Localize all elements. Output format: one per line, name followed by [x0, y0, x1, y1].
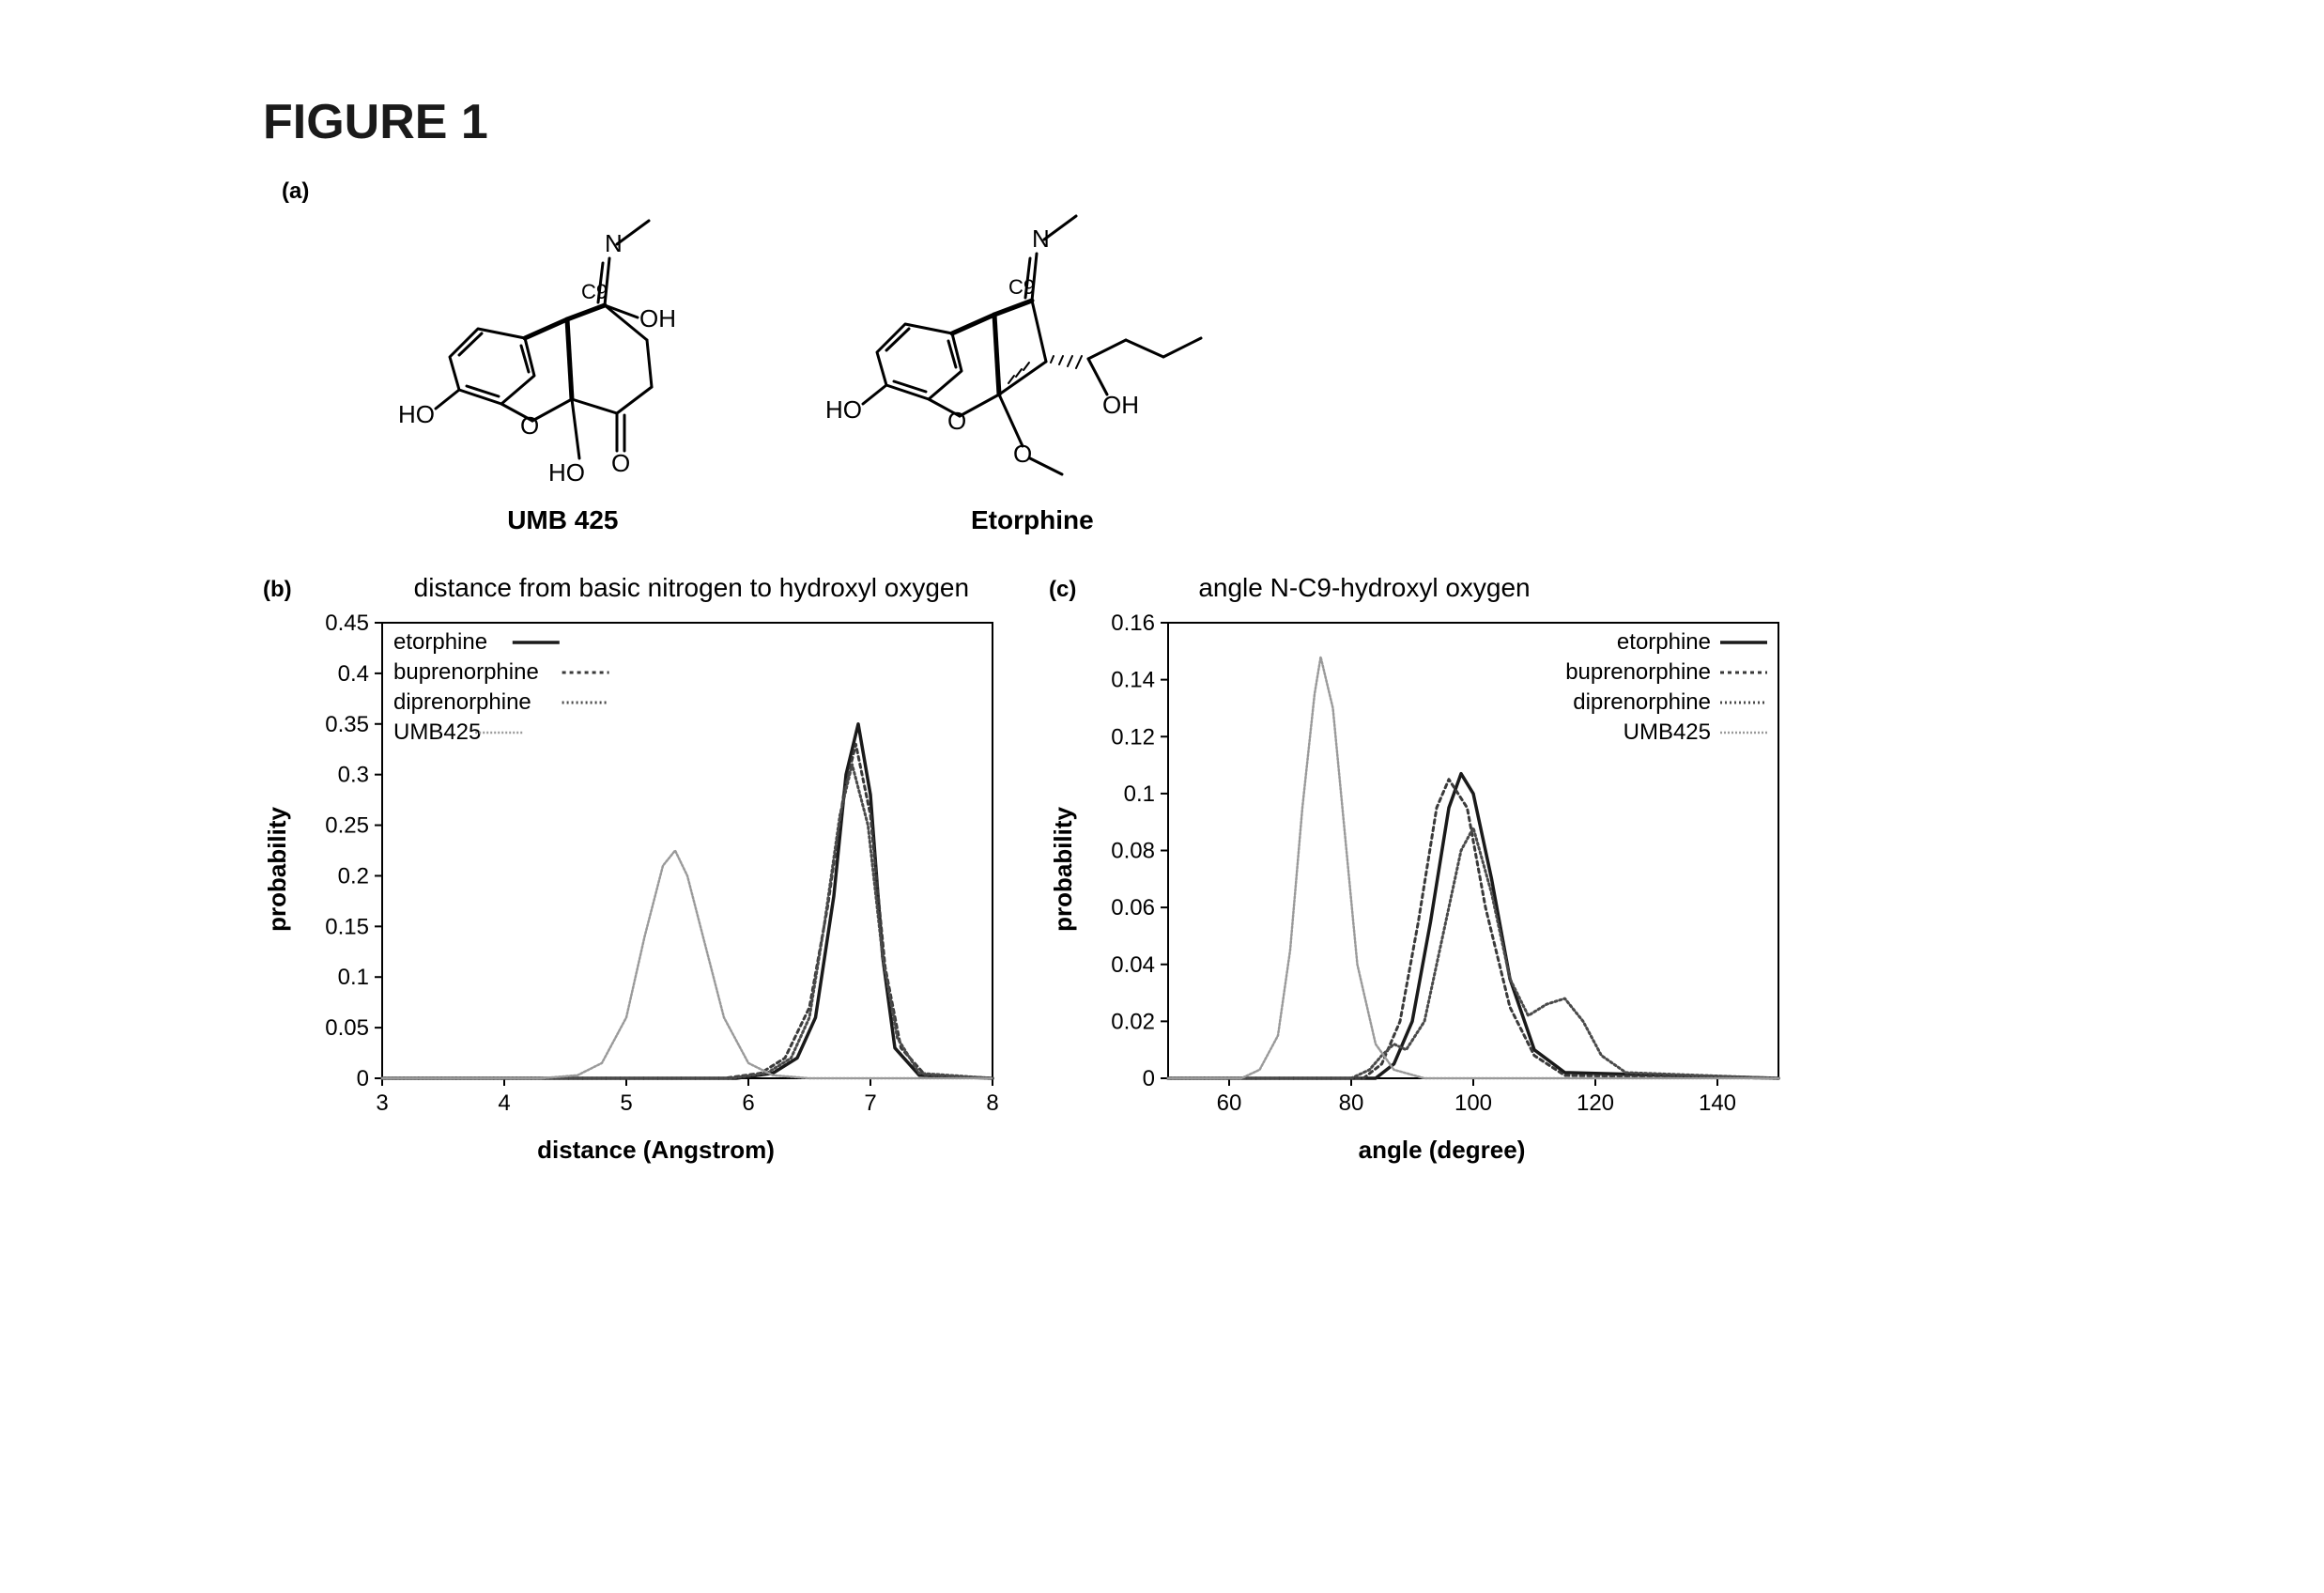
n-label: N	[605, 229, 623, 257]
svg-text:80: 80	[1339, 1090, 1364, 1116]
svg-text:buprenorphine: buprenorphine	[1565, 659, 1711, 685]
etorphine-name: Etorphine	[971, 505, 1094, 535]
svg-text:3: 3	[376, 1090, 388, 1116]
panel-b-label: (b)	[263, 577, 292, 603]
svg-text:diprenorphine: diprenorphine	[1573, 689, 1711, 715]
svg-text:etorphine: etorphine	[1617, 629, 1711, 655]
chemical-structures: N C9 OH HO O O HO UMB 425	[393, 178, 1239, 535]
svg-text:60: 60	[1217, 1090, 1242, 1116]
panel-b-ylabel: probability	[263, 807, 292, 932]
ho-label-2: HO	[548, 458, 585, 487]
svg-text:100: 100	[1454, 1090, 1492, 1116]
svg-text:0: 0	[1143, 1066, 1155, 1091]
svg-text:0.1: 0.1	[1124, 781, 1155, 807]
svg-text:0.1: 0.1	[338, 965, 369, 990]
o-label-4: O	[1013, 440, 1032, 468]
etorphine-svg: N C9 HO O O OH	[825, 178, 1239, 498]
o-label-1: O	[520, 411, 539, 440]
svg-text:140: 140	[1699, 1090, 1736, 1116]
structure-etorphine: N C9 HO O O OH Etorphine	[825, 178, 1239, 535]
svg-text:0.14: 0.14	[1111, 668, 1155, 693]
svg-text:0.12: 0.12	[1111, 724, 1155, 750]
o-label-3: O	[947, 407, 966, 435]
svg-text:0.3: 0.3	[338, 763, 369, 788]
svg-text:0.05: 0.05	[325, 1015, 369, 1041]
svg-text:etorphine: etorphine	[393, 629, 487, 655]
svg-text:0.2: 0.2	[338, 863, 369, 889]
svg-text:120: 120	[1577, 1090, 1614, 1116]
figure-title: FIGURE 1	[263, 94, 2061, 150]
svg-text:5: 5	[620, 1090, 632, 1116]
structure-umb425: N C9 OH HO O O HO UMB 425	[393, 178, 731, 535]
svg-text:4: 4	[498, 1090, 510, 1116]
svg-text:0.16: 0.16	[1111, 611, 1155, 636]
c9-label-2: C9	[1008, 275, 1035, 299]
panel-a: (a)	[263, 178, 2061, 535]
svg-text:7: 7	[864, 1090, 876, 1116]
panel-b-chart: 3 4 5 6 7 8 0 0.05 0.1 0.15 0.2 0.25 0.3 0.35 0.4 0.45 e…	[298, 609, 1011, 1130]
svg-text:0.25: 0.25	[325, 813, 369, 839]
svg-text:0.02: 0.02	[1111, 1009, 1155, 1034]
svg-text:UMB425: UMB425	[393, 719, 481, 745]
charts-row: (b) distance from basic nitrogen to hydr…	[263, 573, 2061, 1165]
umb425-svg: N C9 OH HO O O HO	[393, 178, 731, 498]
o-label-2: O	[611, 449, 630, 477]
svg-text:buprenorphine: buprenorphine	[393, 659, 539, 685]
panel-c-label: (c)	[1049, 577, 1076, 603]
ho-label-1: HO	[398, 400, 435, 428]
panel-b: (b) distance from basic nitrogen to hydr…	[263, 573, 1011, 1165]
svg-text:0.06: 0.06	[1111, 895, 1155, 920]
panel-a-label: (a)	[282, 178, 309, 205]
oh-label-2: OH	[1102, 391, 1139, 419]
ho-label-3: HO	[825, 395, 862, 424]
svg-text:0.08: 0.08	[1111, 839, 1155, 864]
svg-text:8: 8	[986, 1090, 998, 1116]
c9-label: C9	[581, 280, 608, 303]
panel-c-chart: 60 80 100 120 140 0 0.02 0.04 0.06 0.08 0.1 0.12 0.1…	[1084, 609, 1797, 1130]
n-label-2: N	[1032, 224, 1050, 253]
panel-b-xlabel: distance (Angstrom)	[300, 1136, 1011, 1165]
oh-label-1: OH	[639, 304, 676, 333]
svg-text:0.35: 0.35	[325, 712, 369, 737]
svg-text:0.04: 0.04	[1111, 952, 1155, 978]
panel-c-title: angle N-C9-hydroxyl oxygen	[1198, 573, 1530, 603]
svg-text:diprenorphine: diprenorphine	[393, 689, 531, 715]
svg-text:6: 6	[742, 1090, 754, 1116]
panel-b-title: distance from basic nitrogen to hydroxyl…	[414, 573, 969, 603]
panel-c-xlabel: angle (degree)	[1086, 1136, 1797, 1165]
svg-text:0.4: 0.4	[338, 661, 369, 687]
svg-text:0.45: 0.45	[325, 611, 369, 636]
svg-text:0: 0	[357, 1066, 369, 1091]
panel-c: (c) angle N-C9-hydroxyl oxygen probabili…	[1049, 573, 1797, 1165]
panel-c-ylabel: probability	[1049, 807, 1078, 932]
umb425-name: UMB 425	[507, 505, 618, 535]
svg-text:UMB425: UMB425	[1624, 719, 1711, 745]
svg-text:0.15: 0.15	[325, 914, 369, 939]
